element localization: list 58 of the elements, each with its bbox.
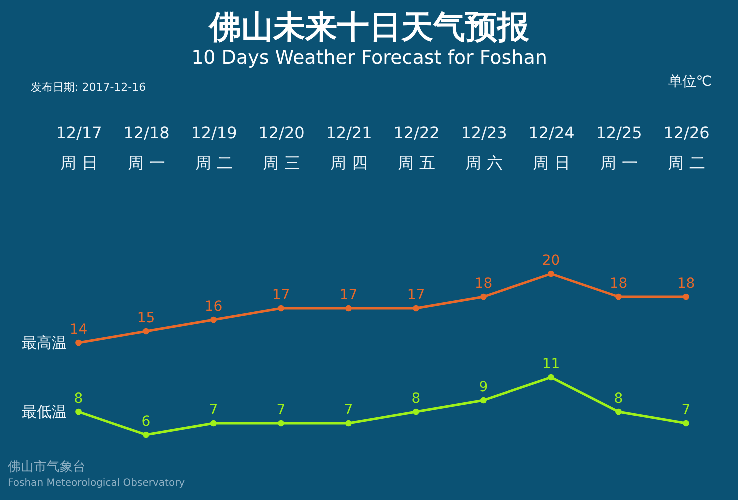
text: 单位℃ (668, 74, 712, 90)
data-label: 17 (272, 288, 290, 304)
data-label: 15 (137, 310, 156, 326)
point (143, 328, 150, 335)
x-tick-label: 12/23 周 六 (461, 124, 508, 172)
data-label: 8 (412, 391, 421, 407)
point (76, 340, 82, 346)
data-label: 8 (74, 391, 84, 407)
chart-title: 佛山未来十日天气预报 (208, 8, 530, 46)
series-label: 最低温 (22, 403, 67, 421)
series-label: 最高温 (22, 334, 67, 352)
chart-subtitle: 10 Days Weather Forecast for Foshan (192, 47, 548, 69)
data-label: 18 (474, 276, 493, 292)
x-tick-label: 12/22 周 五 (394, 124, 440, 172)
point (210, 420, 217, 427)
text: Foshan Meteorological Observatory (8, 478, 186, 489)
point (683, 294, 690, 300)
data-label: 7 (682, 402, 691, 418)
point (683, 420, 690, 427)
x-tick-label: 12/25 周 一 (596, 124, 642, 172)
point (76, 408, 82, 416)
x-tick-label: 12/17 周 日 (56, 124, 102, 172)
point (346, 420, 352, 427)
data-label: 16 (204, 299, 223, 315)
data-label: 7 (276, 402, 286, 418)
text: 佛山市气象台 (8, 460, 86, 475)
point (480, 294, 487, 300)
point (480, 397, 487, 404)
point (548, 270, 554, 278)
data-label: 7 (209, 402, 218, 418)
point (413, 408, 420, 416)
data-label: 17 (407, 288, 426, 304)
x-tick-label: 12/21 周 四 (326, 124, 372, 172)
data-label: 18 (677, 276, 696, 292)
x-tick-label: 12/26 周 二 (664, 124, 710, 172)
data-label: 20 (542, 253, 560, 269)
point (143, 432, 150, 438)
point (413, 305, 420, 312)
x-tick-label: 12/24 周 日 (528, 124, 575, 172)
x-tick-label: 12/18 周 一 (124, 124, 170, 172)
point (278, 305, 284, 312)
data-label: 11 (542, 356, 560, 372)
data-label: 9 (479, 380, 488, 396)
data-label: 8 (614, 391, 624, 407)
data-label: 18 (610, 276, 628, 292)
point (616, 294, 622, 300)
data-label: 6 (142, 414, 151, 430)
data-label: 14 (70, 322, 88, 338)
data-label: 7 (344, 402, 354, 418)
point (278, 420, 284, 427)
point (548, 374, 554, 381)
x-tick-label: 12/19 周 二 (191, 124, 238, 172)
point (616, 408, 622, 416)
point (210, 316, 217, 324)
text: 发布日期: 2017-12-16 (31, 81, 146, 94)
data-label: 17 (340, 288, 358, 304)
x-tick-label: 12/20 周 三 (258, 124, 305, 172)
point (346, 305, 352, 312)
